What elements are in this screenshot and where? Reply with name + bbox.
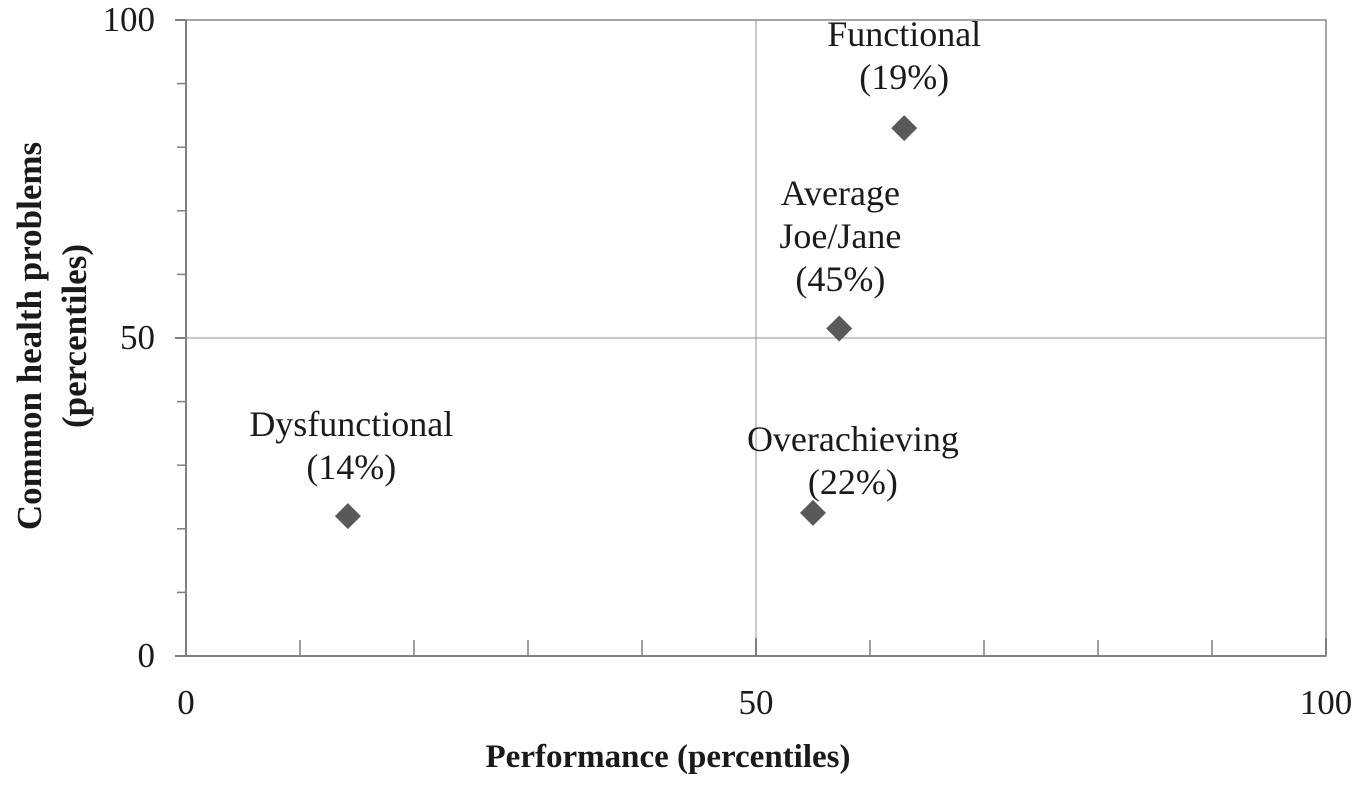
annotation-line: Average	[780, 172, 900, 213]
y-axis-tick-label-0: 0	[137, 636, 156, 675]
x-axis-title: Performance (percentiles)	[485, 739, 851, 775]
x-axis-tick-label-100: 100	[1299, 683, 1353, 722]
annotation-functional: Functional (19%)	[704, 13, 1104, 99]
annotation-line: Dysfunctional	[249, 404, 454, 445]
annotation-line: Functional	[827, 14, 982, 55]
annotation-line: (14%)	[306, 447, 397, 488]
annotation-line: Overachieving	[746, 418, 959, 459]
x-axis-tick-label-0: 0	[177, 683, 195, 722]
annotation-line: (22%)	[807, 461, 898, 502]
data-point-average-joe-jane	[826, 315, 853, 342]
annotation-line: (45%)	[795, 258, 886, 299]
annotation-dysfunctional: Dysfunctional (14%)	[151, 403, 551, 489]
data-point-overachieving	[800, 499, 826, 526]
annotation-average: Average Joe/Jane (45%)	[640, 172, 1040, 301]
data-point-functional	[891, 115, 918, 142]
annotation-overachieving: Overachieving (22%)	[653, 418, 1053, 504]
y-axis-tick-label-50: 50	[120, 318, 155, 357]
data-point-dysfunctional	[334, 503, 361, 530]
x-axis-tick-label-50: 50	[738, 683, 774, 722]
annotation-line: Joe/Jane	[779, 215, 902, 256]
y-axis-tick-label-100: 100	[102, 0, 156, 39]
annotation-line: (19%)	[859, 57, 950, 98]
